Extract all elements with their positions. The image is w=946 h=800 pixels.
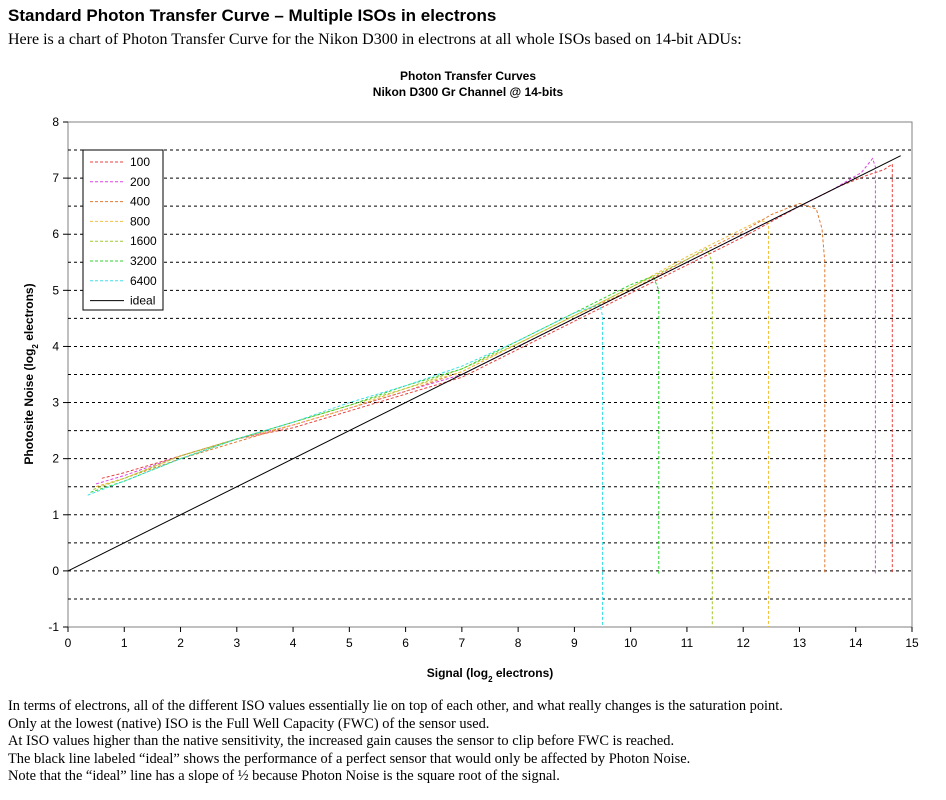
note-line: The black line labeled “ideal” shows the… — [8, 750, 691, 767]
x-tick-label: 15 — [905, 636, 919, 650]
legend-label-3200: 3200 — [130, 254, 157, 268]
page-heading: Standard Photon Transfer Curve – Multipl… — [8, 6, 497, 25]
x-tick-label: 2 — [177, 636, 184, 650]
legend: 100 200 400 800 1600 3200 6400 ideal — [82, 149, 164, 311]
grid-lines — [68, 149, 912, 600]
x-tick-label: 5 — [346, 636, 353, 650]
legend-label-400: 400 — [130, 195, 150, 209]
x-tick-label: 12 — [737, 636, 751, 650]
note-line: Note that the “ideal” line has a slope o… — [8, 768, 560, 785]
x-tick-label: 6 — [402, 636, 409, 650]
series-line-3200 — [90, 275, 660, 574]
y-axis-label: Photosite Noise (log2 electrons) — [22, 283, 40, 464]
x-tick-label: 7 — [459, 636, 466, 650]
x-tick-label: 11 — [681, 636, 694, 650]
y-tick-label: 3 — [52, 396, 59, 410]
x-tick-label: 9 — [571, 636, 578, 650]
legend-label-800: 800 — [130, 214, 150, 228]
x-tick-label: 14 — [849, 636, 863, 650]
notes: In terms of electrons, all of the differ… — [8, 698, 783, 786]
y-tick-label: 6 — [52, 227, 59, 241]
y-tick-label: 5 — [52, 283, 59, 297]
x-tick-label: 10 — [624, 636, 638, 650]
series-line-ideal — [67, 155, 901, 572]
y-tick-label: 0 — [52, 564, 59, 578]
chart-subtitle: Nikon D300 Gr Channel @ 14-bits — [373, 85, 564, 99]
legend-label-6400: 6400 — [130, 274, 157, 288]
legend-box — [82, 149, 164, 311]
series-line-400 — [95, 202, 826, 574]
note-line: Only at the lowest (native) ISO is the F… — [8, 715, 490, 732]
y-tick-label: 1 — [52, 508, 59, 522]
y-tick-label: 8 — [52, 115, 59, 129]
x-tick-label: 0 — [65, 636, 72, 650]
legend-label-100: 100 — [130, 155, 150, 169]
legend-label-ideal: ideal — [130, 294, 155, 308]
x-tick-label: 1 — [121, 636, 128, 650]
series-line-800 — [95, 219, 769, 627]
y-tick-label: 2 — [52, 452, 59, 466]
note-line: At ISO values higher than the native sen… — [8, 733, 675, 750]
series-lines — [67, 155, 901, 627]
y-axis-ticks: -1 0 1 2 3 4 5 6 7 8 — [48, 115, 68, 634]
x-axis-ticks: 0 1 2 3 4 5 6 7 8 9 10 11 12 13 14 15 — [65, 627, 919, 650]
x-tick-label: 4 — [290, 636, 297, 650]
legend-label-200: 200 — [130, 175, 150, 189]
photon-transfer-chart: Photon Transfer Curves Nikon D300 Gr Cha… — [22, 69, 919, 684]
intro-paragraph: Here is a chart of Photon Transfer Curve… — [8, 31, 742, 48]
x-tick-label: 3 — [233, 636, 240, 650]
y-tick-label: 7 — [52, 171, 59, 185]
note-line: In terms of electrons, all of the differ… — [8, 698, 783, 714]
series-line-6400 — [87, 303, 603, 627]
x-tick-label: 13 — [793, 636, 807, 650]
y-tick-label: 4 — [52, 339, 59, 353]
y-tick-label: -1 — [48, 620, 59, 634]
chart-title: Photon Transfer Curves — [400, 69, 536, 83]
x-tick-label: 8 — [515, 636, 522, 650]
legend-label-1600: 1600 — [130, 234, 157, 248]
x-axis-label: Signal (log2 electrons) — [427, 666, 553, 684]
